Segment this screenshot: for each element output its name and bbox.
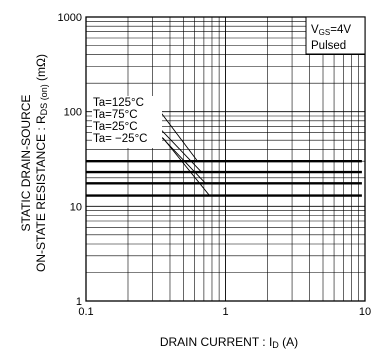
legend: Ta=125°C Ta=75°C Ta=25°C Ta= −25°C — [92, 96, 162, 148]
legend-label-minus25: Ta= −25°C — [93, 133, 147, 145]
y-tick-label: 1000 — [58, 12, 82, 24]
conditions-box — [305, 16, 366, 55]
x-tick-label: 1 — [222, 306, 228, 318]
legend-label-125: Ta=125°C — [93, 97, 144, 109]
y-axis-label-line1: STATIC DRAIN-SOURCE — [19, 95, 33, 232]
x-tick-label: 10 — [359, 306, 371, 318]
x-tick-label: 0.1 — [78, 306, 93, 318]
y-tick-label: 10 — [70, 201, 82, 213]
y-tick-label: 1 — [76, 296, 82, 308]
legend-leader — [162, 137, 210, 196]
grid — [86, 17, 365, 301]
legend-label-25: Ta=25°C — [93, 121, 138, 133]
plot-frame — [85, 16, 366, 302]
legend-label-75: Ta=75°C — [93, 109, 138, 121]
series-lines — [86, 159, 362, 197]
y-axis-label-line2: ON-STATE RESISTANCE : RDS (on) (mΩ) — [34, 54, 49, 272]
x-axis-label: DRAIN CURRENT : ID (A) — [160, 335, 298, 350]
y-tick-label: 100 — [64, 107, 82, 119]
vgs-condition: VGS=4V — [311, 24, 351, 37]
pulsed-label: Pulsed — [311, 40, 346, 52]
